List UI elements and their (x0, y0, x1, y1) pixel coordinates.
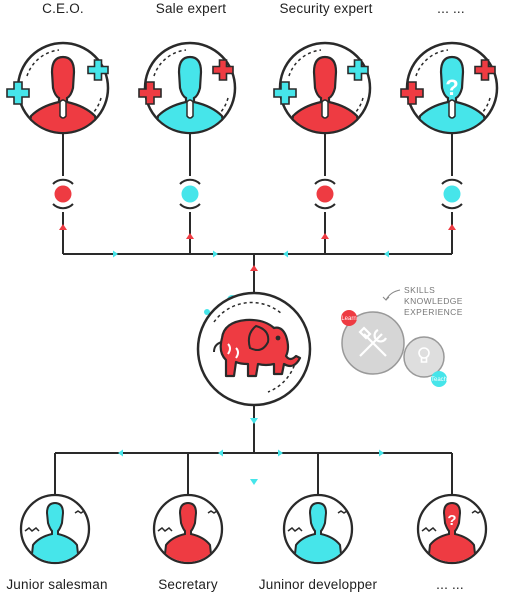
connector-dot-more (441, 178, 463, 210)
lightbulb-icon (418, 347, 430, 363)
role-label-ceo: C.E.O. (42, 1, 84, 16)
plus-icon (273, 81, 297, 105)
plus-icon (212, 59, 234, 81)
legend-title-line-3: EXPERIENCE (404, 307, 463, 317)
role-label-sale-expert: Sale expert (155, 1, 227, 16)
bottom-bus-markers (118, 449, 384, 457)
legend-title-line-1: SKILLS (404, 285, 435, 295)
up-arrows (59, 224, 456, 271)
person-icon (29, 501, 81, 562)
unknown-person-icon: ? (426, 501, 478, 562)
role-label-junior-salesman: Junior salesman (6, 577, 108, 592)
plus-icon (138, 81, 162, 105)
top-bus-markers (113, 250, 389, 485)
plus-icon (347, 59, 369, 81)
connector-dot-security (314, 178, 336, 210)
avatar-sale-expert (138, 41, 237, 135)
avatar-secretary (152, 493, 224, 565)
center-node (196, 291, 312, 407)
tools-icon (358, 326, 387, 357)
role-label-junior-developer: Juninor developper (258, 577, 378, 592)
avatar-junior-developer (282, 493, 354, 565)
person-icon (155, 55, 225, 132)
avatar-unknown-top: ? (400, 41, 499, 135)
plus-icon (400, 81, 424, 105)
person-icon (162, 501, 214, 562)
role-label-security-expert: Security expert (279, 1, 373, 16)
connector-dot-ceo (52, 178, 74, 210)
avatar-unknown-bottom: ? (416, 493, 488, 565)
person-icon (292, 501, 344, 562)
legend-arrow-icon (382, 289, 401, 301)
avatar-security-expert (273, 41, 372, 135)
person-icon (28, 55, 98, 132)
role-label-secretary: Secretary (158, 577, 218, 592)
learn-label: Learn (341, 316, 356, 322)
unknown-person-icon: ? (417, 55, 487, 132)
connector-dot-sale (179, 178, 201, 210)
legend-title-line-2: KNOWLEDGE (404, 296, 463, 306)
question-mark-icon: ? (445, 75, 458, 100)
avatar-junior-salesman (19, 493, 91, 565)
teach-label: Teach (431, 377, 447, 383)
plus-icon (6, 81, 30, 105)
role-label-more-bottom: ... ... (436, 577, 464, 592)
role-label-more-top: ... ... (437, 1, 465, 16)
plus-icon (474, 59, 496, 81)
avatar-ceo (6, 41, 110, 135)
skills-legend: SKILLS KNOWLEDGE EXPERIENCE Learn Teach (341, 285, 463, 387)
plus-icon (87, 59, 109, 81)
elephant-icon (213, 318, 302, 378)
question-mark-icon: ? (447, 512, 456, 529)
person-icon (290, 55, 360, 132)
